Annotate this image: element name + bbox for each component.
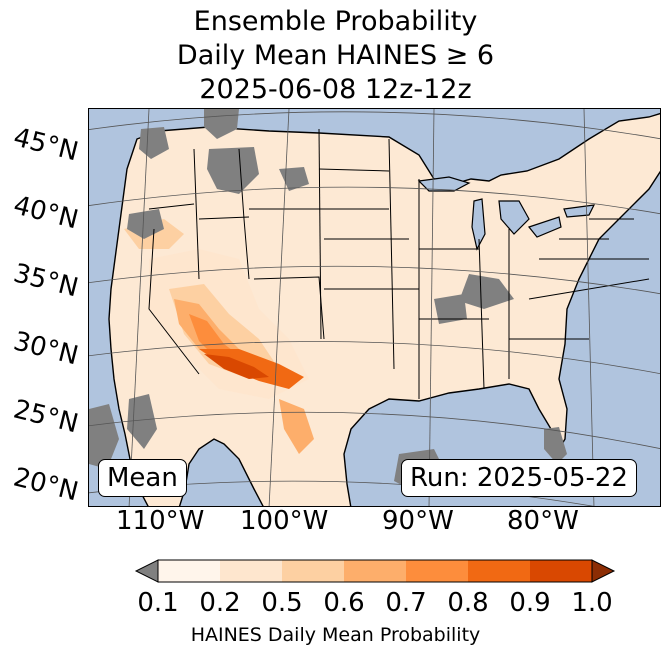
shade-09 xyxy=(204,354,269,379)
cb-tick: 0.5 xyxy=(261,588,303,618)
colorbar xyxy=(134,559,616,583)
title-line-1: Ensemble Probability xyxy=(193,6,478,37)
map-canvas xyxy=(89,109,660,506)
lon-label-100w: 100°W xyxy=(240,506,329,536)
lon-label-80w: 80°W xyxy=(507,506,579,536)
colorbar-border xyxy=(157,559,593,583)
lat-label-35: 35°N xyxy=(10,258,82,304)
cb-tick: 0.6 xyxy=(323,588,365,618)
lat-label-30: 30°N xyxy=(10,326,82,372)
colorbar-segment xyxy=(406,560,468,582)
graticule xyxy=(89,109,660,506)
stat-box: Mean xyxy=(98,459,187,497)
colorbar-segment xyxy=(530,560,592,582)
colorbar-under-arrow xyxy=(134,559,159,583)
cb-tick: 1.0 xyxy=(571,588,613,618)
title-line-3: 2025-06-08 12z-12z xyxy=(199,74,472,105)
colorbar-label: HAINES Daily Mean Probability xyxy=(190,624,481,646)
run-date-box: Run: 2025-05-22 xyxy=(401,459,637,497)
colorbar-segment xyxy=(220,560,282,582)
colorbar-over-arrow xyxy=(591,559,616,583)
cb-tick: 0.1 xyxy=(137,588,179,618)
colorbar-segment xyxy=(344,560,406,582)
cb-tick: 0.9 xyxy=(509,588,551,618)
lat-label-25: 25°N xyxy=(10,394,82,440)
colorbar-segment xyxy=(158,560,220,582)
colorbar-segment xyxy=(468,560,530,582)
cb-tick: 0.7 xyxy=(385,588,427,618)
lon-label-110w: 110°W xyxy=(116,506,205,536)
lat-label-20: 20°N xyxy=(10,462,82,508)
title-line-2: Daily Mean HAINES ≥ 6 xyxy=(176,40,495,71)
great-lakes xyxy=(417,176,596,251)
shade-gulf-06 xyxy=(279,399,314,454)
colorbar-segment xyxy=(282,560,344,582)
map-panel xyxy=(88,108,661,507)
lat-label-40: 40°N xyxy=(10,190,82,236)
cb-tick: 0.8 xyxy=(447,588,489,618)
lon-label-90w: 90°W xyxy=(382,506,454,536)
lat-label-45: 45°N xyxy=(10,122,82,168)
cb-tick: 0.2 xyxy=(199,588,241,618)
